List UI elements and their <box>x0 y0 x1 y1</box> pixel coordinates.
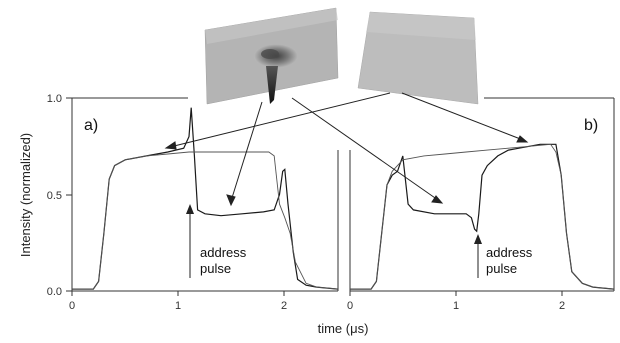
x-tick-label: 0 <box>347 300 353 312</box>
y-tick-label: 0.5 <box>47 190 62 202</box>
surface-with-dip <box>204 7 339 105</box>
address-pulse-annotation-b: address pulse <box>474 234 533 278</box>
surface-flat <box>357 11 479 105</box>
panel-b-trace-2 <box>350 143 615 290</box>
connector-arrows <box>164 92 529 207</box>
address-pulse-annotation-a: address pulse <box>186 204 247 278</box>
x-tick-label: 2 <box>281 300 287 312</box>
x-axis-label: time (μs) <box>318 321 369 336</box>
x-tick-label: 0 <box>69 300 75 312</box>
panel-label-b: b) <box>584 117 598 134</box>
panel-a-trace-2 <box>72 151 339 290</box>
annotation-line: pulse <box>486 261 517 276</box>
annotation-line: address <box>200 245 247 260</box>
panel-a-axes <box>66 97 339 296</box>
y-axis-label: Intensity (normalized) <box>18 133 33 257</box>
x-tick-label: 2 <box>559 300 565 312</box>
x-tick-label: 1 <box>453 300 459 312</box>
panel-label-a: a) <box>84 117 98 134</box>
traces <box>72 107 615 290</box>
y-tick-label: 0.0 <box>47 286 62 298</box>
panel-b-axes <box>349 97 615 296</box>
annotation-line: address <box>486 245 533 260</box>
y-tick-label: 1.0 <box>47 93 62 105</box>
x-tick-label: 1 <box>175 300 181 312</box>
annotation-line: pulse <box>200 261 231 276</box>
